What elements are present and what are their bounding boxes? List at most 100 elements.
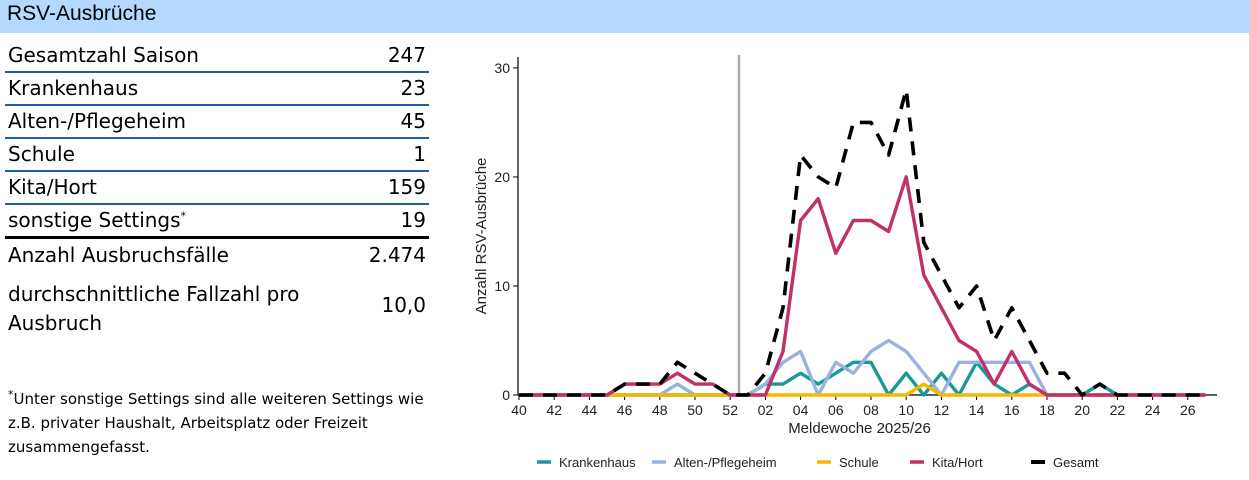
legend-label: Gesamt — [1053, 455, 1099, 470]
stat-label: Alten-/Pflegeheim — [8, 109, 186, 133]
data-point — [1046, 372, 1048, 374]
y-tick-label: 30 — [494, 60, 510, 76]
data-point — [659, 383, 661, 385]
x-axis-title: Meldewoche 2025/26 — [788, 420, 931, 437]
data-point — [1169, 394, 1171, 396]
data-point — [941, 307, 943, 309]
rsv-outbreak-chart: 0 10 20 30 40 42 44 46 48 50 52 02 04 06 08 10 12 14 16 18 2… — [473, 55, 1217, 470]
data-point — [1011, 361, 1013, 363]
footnote-text: Unter sonstige Settings sind alle weiter… — [8, 390, 424, 456]
data-point — [976, 285, 978, 287]
data-point — [659, 394, 661, 396]
page-title: RSV-Ausbrüche — [7, 2, 157, 25]
data-point — [712, 383, 714, 385]
data-point — [1117, 394, 1119, 396]
page-header: RSV-Ausbrüche — [0, 0, 1249, 33]
legend-label: Krankenhaus — [559, 455, 636, 470]
data-point — [817, 176, 819, 178]
data-point — [905, 372, 907, 374]
data-point — [1134, 394, 1136, 396]
data-point — [1187, 394, 1189, 396]
data-point — [905, 89, 907, 91]
data-point — [1064, 372, 1066, 374]
y-axis-title: Anzahl RSV-Ausbrüche — [473, 158, 490, 315]
data-point — [888, 231, 890, 233]
data-point — [1011, 394, 1013, 396]
legend-label: Alten-/Pflegeheim — [674, 455, 777, 470]
stat-value: 23 — [400, 76, 426, 100]
data-point — [993, 340, 995, 342]
data-point — [835, 252, 837, 254]
data-point — [853, 220, 855, 222]
data-point — [976, 361, 978, 363]
data-point — [835, 187, 837, 189]
data-point — [765, 383, 767, 385]
data-point — [817, 383, 819, 385]
data-point — [905, 394, 907, 396]
data-point — [729, 394, 731, 396]
data-point — [941, 274, 943, 276]
stat-label: Anzahl Ausbruchsfälle — [8, 243, 229, 267]
data-point — [1205, 394, 1207, 396]
legend-label: Schule — [839, 455, 879, 470]
data-point — [1011, 307, 1013, 309]
stat-row-sonstige: sonstige Settings* 19 — [5, 205, 429, 239]
data-point — [1029, 361, 1031, 363]
data-point — [694, 372, 696, 374]
data-point — [800, 220, 802, 222]
stat-value: 1 — [413, 142, 426, 166]
data-point — [905, 351, 907, 353]
data-point — [993, 361, 995, 363]
data-point — [782, 351, 784, 353]
series-line-Gesamt — [519, 87, 1206, 397]
x-tick-label: 44 — [582, 402, 598, 418]
data-point — [1029, 394, 1031, 396]
data-point — [782, 394, 784, 396]
data-point — [888, 394, 890, 396]
stats-table: Gesamtzahl Saison 247 Krankenhaus 23 Alt… — [5, 40, 429, 336]
data-point — [870, 351, 872, 353]
x-tick-label: 04 — [793, 402, 809, 418]
data-point — [677, 394, 679, 396]
series-points-Gesamt — [518, 89, 1206, 396]
stat-row-total: Gesamtzahl Saison 247 — [5, 40, 429, 73]
x-tick-label: 50 — [687, 402, 703, 418]
stat-label-text: sonstige Settings — [8, 208, 181, 232]
stat-label: Kita/Hort — [8, 175, 97, 199]
x-tick-label: 08 — [863, 402, 879, 418]
data-point — [712, 394, 714, 396]
stat-label: Gesamtzahl Saison — [8, 43, 199, 67]
data-point — [571, 394, 573, 396]
stat-value: 159 — [387, 175, 426, 199]
y-tick-label: 20 — [494, 169, 510, 185]
data-point — [782, 361, 784, 363]
y-tick-label: 0 — [502, 387, 510, 403]
data-point — [641, 394, 643, 396]
data-point — [1064, 394, 1066, 396]
data-point — [958, 340, 960, 342]
stat-row-schule: Schule 1 — [5, 139, 429, 172]
data-point — [817, 394, 819, 396]
data-point — [1152, 394, 1154, 396]
stat-label: sonstige Settings* — [8, 208, 186, 232]
data-point — [606, 394, 608, 396]
stat-label: Krankenhaus — [8, 76, 139, 100]
stat-row-cases: Anzahl Ausbruchsfälle 2.474 — [5, 239, 429, 274]
stat-row-average: durchschnittliche Fallzahl pro Ausbruch … — [5, 274, 429, 336]
x-tick-label: 06 — [828, 402, 844, 418]
data-point — [958, 361, 960, 363]
data-point — [835, 372, 837, 374]
data-point — [993, 394, 995, 396]
data-point — [747, 394, 749, 396]
data-point — [923, 372, 925, 374]
stat-value: 10,0 — [381, 293, 426, 317]
data-point — [870, 361, 872, 363]
stat-label: durchschnittliche Fallzahl pro Ausbruch — [8, 282, 300, 335]
stat-row-kita: Kita/Hort 159 — [5, 172, 429, 205]
data-point — [1011, 351, 1013, 353]
stat-value: 45 — [400, 109, 426, 133]
data-point — [1029, 340, 1031, 342]
data-point — [624, 383, 626, 385]
data-point — [853, 394, 855, 396]
series-line-Kita/Hort — [519, 175, 1206, 397]
